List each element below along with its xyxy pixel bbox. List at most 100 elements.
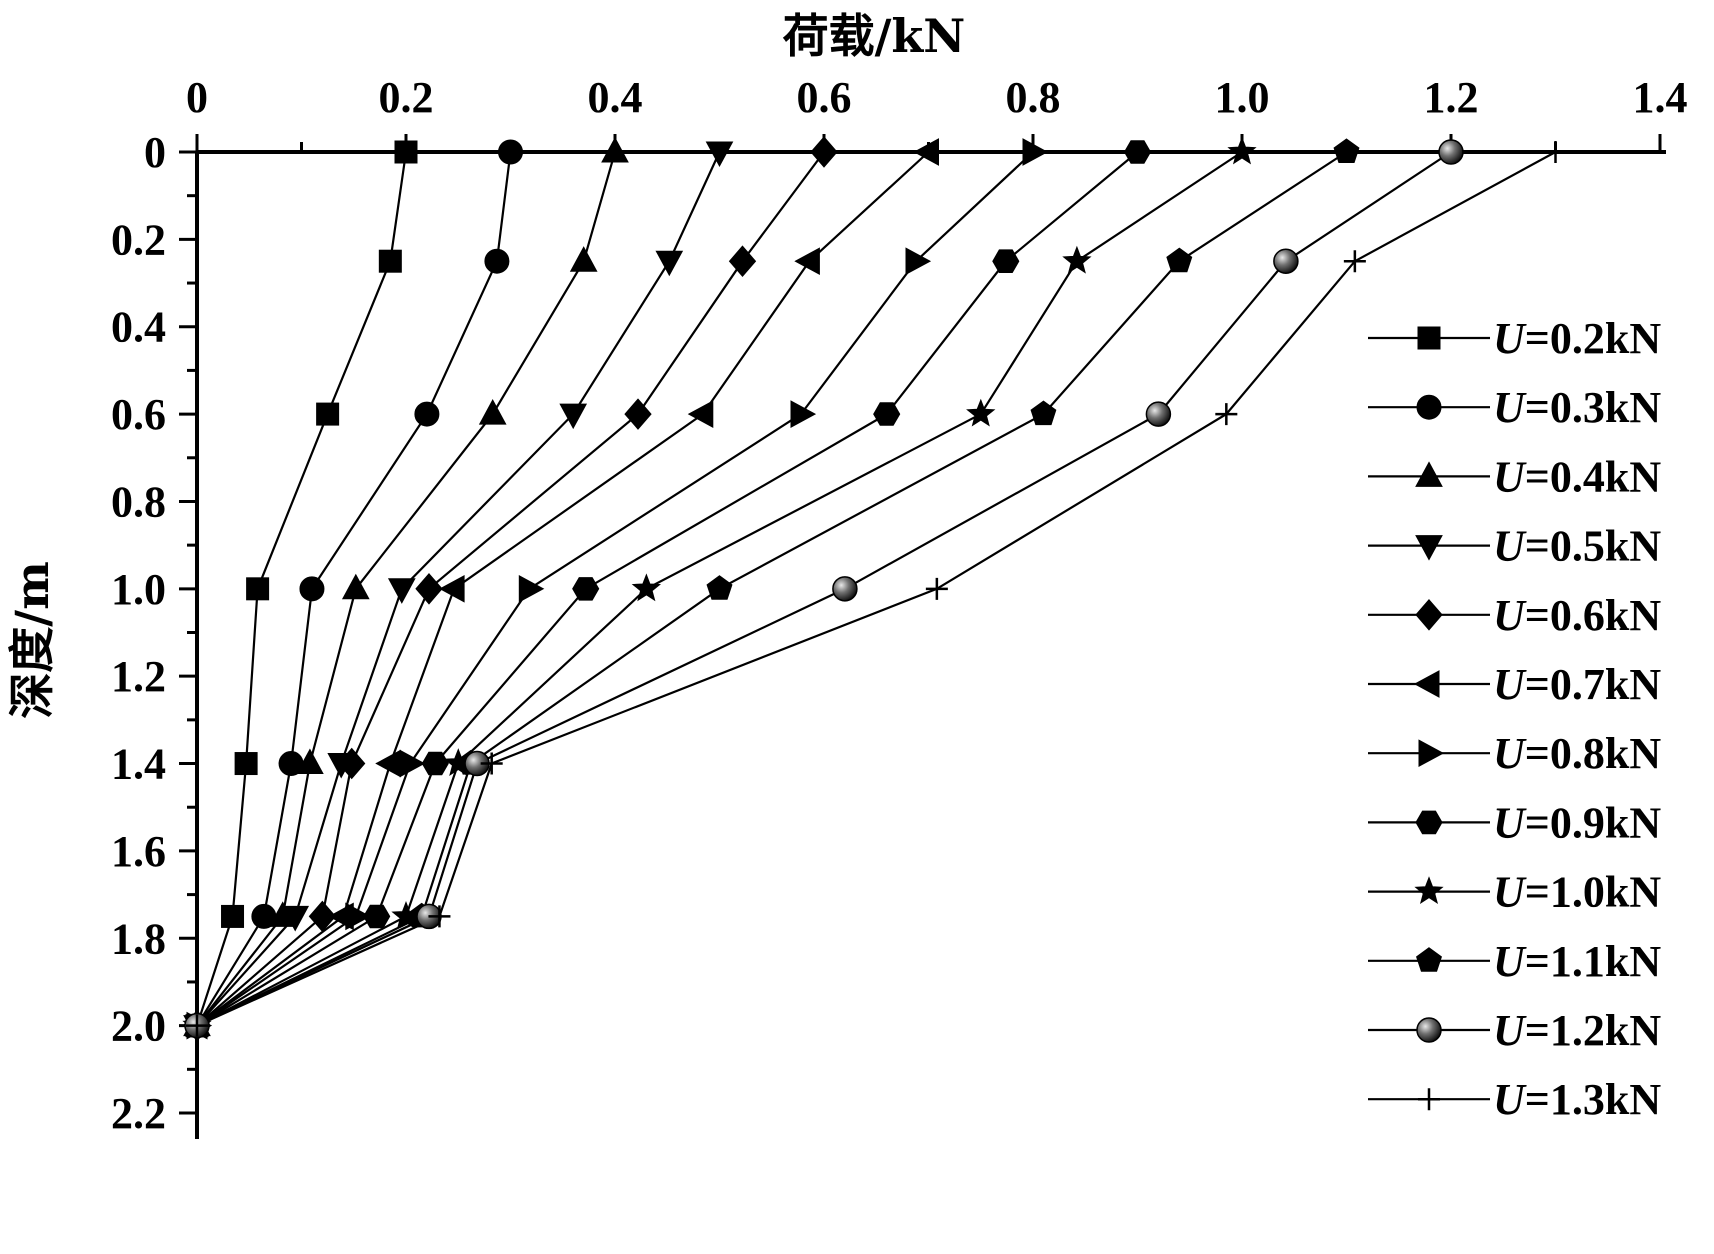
x-tick-label: 1.4 bbox=[1633, 73, 1688, 122]
legend-marker-star bbox=[1414, 876, 1444, 905]
y-tick-label: 1.8 bbox=[111, 914, 166, 963]
legend-value: =1.0kN bbox=[1525, 868, 1662, 917]
data-point-circle bbox=[414, 401, 440, 427]
data-point-square bbox=[316, 402, 340, 426]
legend-marker-diamond bbox=[1415, 599, 1443, 631]
data-point-pentagon bbox=[1166, 247, 1193, 273]
legend-value: =0.8kN bbox=[1525, 729, 1662, 778]
y-tick-label: 1.6 bbox=[111, 827, 166, 876]
data-point-plus bbox=[1343, 250, 1366, 273]
data-point-pentagon bbox=[706, 575, 733, 600]
legend-value: =0.6kN bbox=[1525, 591, 1662, 640]
data-point-sphere bbox=[832, 576, 858, 602]
legend-label: U=0.7kN bbox=[1493, 660, 1661, 709]
data-point-square bbox=[221, 904, 245, 928]
legend-label: U=0.5kN bbox=[1493, 522, 1661, 571]
legend-value: =0.4kN bbox=[1525, 452, 1662, 501]
data-point-triangle-right bbox=[905, 247, 932, 276]
data-point-pentagon bbox=[1333, 138, 1360, 163]
data-point-triangle-right bbox=[1022, 138, 1049, 166]
legend-marker-triangle-right bbox=[1418, 739, 1445, 768]
legend-label: U=1.3kN bbox=[1493, 1075, 1661, 1124]
legend-marker-sphere bbox=[1416, 1017, 1442, 1043]
data-point-triangle-down bbox=[387, 578, 416, 604]
legend-label: U=1.0kN bbox=[1493, 868, 1661, 917]
legend-label: U=0.4kN bbox=[1493, 452, 1661, 501]
y-tick-label: 0.2 bbox=[111, 215, 166, 264]
data-point-square bbox=[378, 249, 402, 273]
legend-variable: U bbox=[1493, 1006, 1527, 1055]
legend-variable: U bbox=[1493, 798, 1527, 847]
legend-marker-plus bbox=[1418, 1088, 1440, 1111]
data-point-triangle-right bbox=[790, 400, 817, 428]
data-point-star bbox=[1062, 245, 1092, 274]
data-point-star bbox=[966, 398, 996, 427]
legend-label: U=1.1kN bbox=[1493, 937, 1661, 986]
y-tick-label: 0 bbox=[144, 128, 166, 177]
y-tick-label: 2.2 bbox=[111, 1089, 166, 1138]
x-tick-label: 0.4 bbox=[588, 73, 643, 122]
legend-label: U=0.8kN bbox=[1493, 729, 1661, 778]
data-point-triangle-up bbox=[569, 246, 598, 272]
data-point-hexagon bbox=[572, 577, 600, 601]
data-point-triangle-left bbox=[913, 138, 939, 166]
data-point-triangle-down bbox=[559, 403, 588, 430]
data-point-triangle-down bbox=[281, 905, 310, 932]
legend-variable: U bbox=[1493, 591, 1527, 640]
data-point-circle bbox=[498, 139, 523, 165]
data-point-triangle-right bbox=[345, 902, 371, 931]
data-point-plus bbox=[428, 905, 451, 928]
data-point-diamond bbox=[728, 245, 757, 277]
legend-marker-pentagon bbox=[1416, 947, 1442, 972]
legend-marker-square bbox=[1417, 326, 1441, 350]
data-point-triangle-left bbox=[439, 574, 465, 603]
data-point-plus bbox=[1215, 403, 1238, 426]
data-point-triangle-down bbox=[655, 250, 684, 277]
legend-label: U=0.6kN bbox=[1493, 591, 1661, 640]
legend-value: =1.1kN bbox=[1525, 937, 1662, 986]
data-point-diamond bbox=[308, 900, 337, 933]
legend-value: =1.2kN bbox=[1525, 1006, 1662, 1055]
data-point-triangle-right bbox=[518, 574, 545, 603]
data-point-hexagon bbox=[1123, 140, 1152, 164]
legend-variable: U bbox=[1493, 452, 1527, 501]
legend-marker-circle bbox=[1416, 394, 1442, 420]
x-tick-label: 1.0 bbox=[1215, 73, 1270, 122]
legend-value: =0.9kN bbox=[1525, 798, 1662, 847]
data-point-square bbox=[246, 577, 270, 601]
data-point-sphere bbox=[1145, 401, 1172, 427]
data-point-plus bbox=[1544, 141, 1567, 163]
data-point-plus bbox=[480, 752, 503, 775]
data-point-diamond bbox=[415, 573, 443, 605]
data-point-triangle-right bbox=[399, 749, 426, 778]
data-point-triangle-up bbox=[478, 399, 507, 425]
legend-label: U=0.2kN bbox=[1493, 314, 1661, 363]
legend-variable: U bbox=[1493, 383, 1527, 432]
data-point-circle bbox=[484, 248, 510, 274]
series-markers bbox=[181, 136, 1567, 1042]
x-tick-label: 1.2 bbox=[1424, 73, 1479, 122]
data-point-diamond bbox=[624, 398, 652, 430]
legend-variable: U bbox=[1493, 314, 1527, 363]
y-tick-label: 2.0 bbox=[111, 1002, 166, 1051]
data-point-hexagon bbox=[363, 904, 391, 929]
legend-label: U=0.3kN bbox=[1493, 383, 1661, 432]
legend-variable: U bbox=[1493, 1075, 1527, 1124]
legend: U=0.2kNU=0.3kNU=0.4kNU=0.5kNU=0.6kNU=0.7… bbox=[1368, 314, 1661, 1124]
legend-variable: U bbox=[1493, 660, 1527, 709]
legend-marker-triangle-up bbox=[1415, 461, 1443, 487]
legend-variable: U bbox=[1493, 937, 1527, 986]
data-point-plus bbox=[925, 577, 948, 600]
y-tick-label: 0.4 bbox=[111, 303, 166, 352]
data-point-star bbox=[1227, 136, 1257, 165]
legend-label: U=1.2kN bbox=[1493, 1006, 1661, 1055]
axes: 0 0.2 0.4 0.6 0.8 1.0 1.2 1.4 0 0.2 0.4 0.6 0.8 1.0 1.… bbox=[111, 73, 1688, 1139]
legend-marker-triangle-down bbox=[1415, 535, 1443, 561]
data-point-triangle-up bbox=[296, 748, 324, 774]
y-tick-label: 1.4 bbox=[111, 740, 166, 789]
legend-value: =0.5kN bbox=[1525, 522, 1662, 571]
data-point-diamond bbox=[810, 136, 838, 168]
y-tick-label: 0.8 bbox=[111, 477, 166, 526]
x-tick-label: 0.2 bbox=[379, 73, 434, 122]
data-point-sphere bbox=[1273, 248, 1299, 274]
